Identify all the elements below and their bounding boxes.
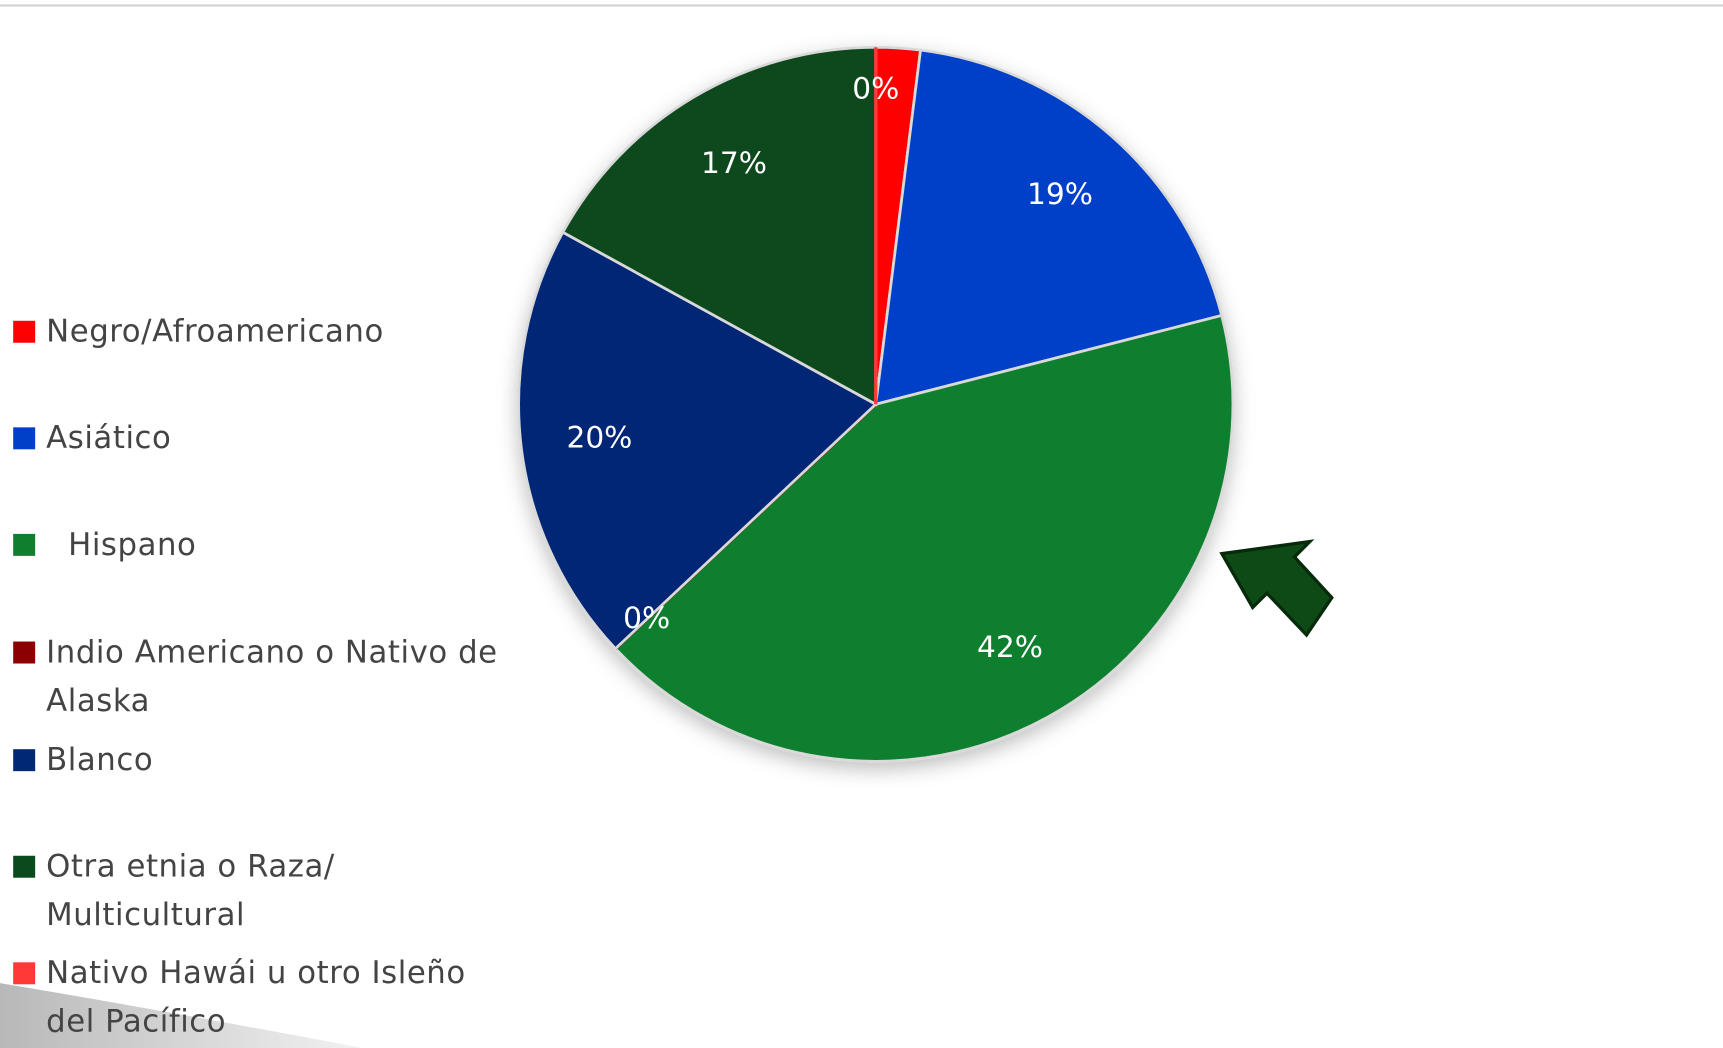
legend-label: Blanco <box>46 741 154 778</box>
data-labels: 19% 42% 0% 20% 17% 0% <box>566 71 1093 664</box>
legend: Negro/Afroamericano Asiático Hispano Indio … <box>13 308 518 1046</box>
legend-swatch <box>13 962 36 985</box>
data-label: 20% <box>566 420 632 455</box>
legend-label: Asiático <box>46 419 172 456</box>
pie-slice <box>560 45 878 407</box>
legend-label: Negro/Afroamericano <box>46 313 384 350</box>
legend-swatch <box>13 320 36 343</box>
legend-label: Nativo Hawái u otro Isleño del Pacífico <box>46 954 466 1040</box>
arrow <box>1219 539 1334 638</box>
legend-item: Otra etnia o Raza/ Multicultural <box>13 843 518 940</box>
data-label: 19% <box>1027 176 1093 211</box>
legend-item: Asiático <box>13 414 518 462</box>
decor-swoosh <box>0 983 363 1048</box>
pie-slice <box>613 313 1235 763</box>
legend-swatch <box>13 427 36 450</box>
legend-swatch <box>13 855 36 878</box>
legend-item: Nativo Hawái u otro Isleño del Pacífico <box>13 949 518 1046</box>
data-label: 42% <box>977 629 1043 664</box>
legend-swatch <box>13 533 36 556</box>
data-label: 0% <box>852 71 899 106</box>
data-label: 17% <box>701 145 767 180</box>
legend-label: Indio Americano o Nativo de Alaska <box>46 633 498 719</box>
legend-swatch <box>13 641 36 664</box>
legend-item: Indio Americano o Nativo de Alaska <box>13 628 518 725</box>
legend-item: Hispano <box>13 521 518 569</box>
pie <box>517 45 1235 763</box>
legend-swatch <box>13 749 36 772</box>
data-label: 0% <box>623 600 670 635</box>
legend-item: Negro/Afroamericano <box>13 308 518 356</box>
legend-item: Blanco <box>13 736 518 784</box>
legend-label: Otra etnia o Raza/ Multicultural <box>46 848 335 933</box>
pie-slice <box>517 230 879 651</box>
pie-slice <box>874 48 1224 407</box>
legend-label: Hispano <box>68 526 197 563</box>
